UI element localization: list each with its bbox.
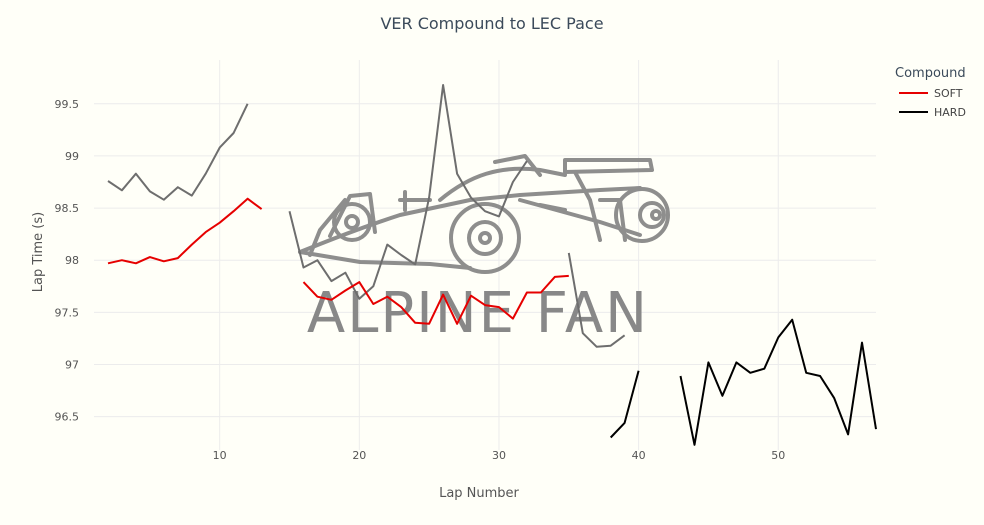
series-line-hard	[609, 370, 640, 439]
watermark-text: ALPINE FAN	[307, 281, 649, 346]
series-line-soft	[302, 274, 569, 325]
watermark-car-icon	[298, 154, 670, 274]
y-tick-label: 96.5	[55, 411, 80, 424]
x-tick-label: 10	[213, 449, 227, 462]
y-tick-label: 97.5	[55, 306, 80, 319]
legend: Compound SOFT HARD	[895, 66, 966, 119]
grid	[94, 60, 876, 450]
x-tick-label: 20	[352, 449, 366, 462]
x-axis-ticks: 10 20 30 40 50	[213, 449, 786, 462]
legend-item-soft: SOFT	[934, 87, 963, 100]
reference-series-line	[107, 103, 249, 201]
y-tick-label: 98.5	[55, 202, 80, 215]
reference-series-line	[288, 84, 528, 300]
x-tick-label: 50	[771, 449, 785, 462]
series-line-soft	[107, 197, 263, 265]
reference-series-line	[567, 252, 626, 348]
y-axis-title: Lap Time (s)	[31, 212, 46, 292]
y-tick-label: 98	[65, 254, 79, 267]
chart-title: VER Compound to LEC Pace	[380, 14, 603, 33]
series-line-hard	[679, 318, 877, 446]
y-tick-label: 99	[65, 150, 79, 163]
legend-title: Compound	[895, 66, 966, 81]
x-tick-label: 40	[632, 449, 646, 462]
legend-item-hard: HARD	[934, 106, 966, 119]
y-tick-label: 99.5	[55, 98, 80, 111]
plot-area	[107, 84, 877, 446]
y-tick-label: 97	[65, 358, 79, 371]
y-axis-ticks: 96.5 97 97.5 98 98.5 99 99.5	[55, 98, 80, 424]
x-tick-label: 30	[492, 449, 506, 462]
x-axis-title: Lap Number	[439, 486, 519, 501]
